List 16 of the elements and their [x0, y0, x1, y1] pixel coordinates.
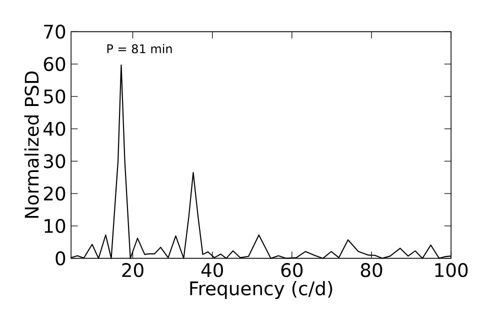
y-tick-label: 0: [56, 251, 66, 266]
x-tick-label: 20: [122, 263, 144, 278]
y-tick-label: 30: [44, 154, 66, 168]
y-tick-label: 10: [44, 218, 66, 234]
x-tick-label: 40: [201, 263, 223, 278]
y-tick-label: 70: [44, 24, 66, 39]
y-tick-label: 60: [44, 56, 66, 72]
y-tick-label: 50: [44, 89, 66, 104]
y-axis-title: Normalized PSD: [24, 71, 39, 218]
y-tick-label: 40: [44, 122, 66, 136]
y-tick-label: 20: [44, 186, 66, 201]
x-tick-label: 60: [281, 263, 303, 278]
annotation: P = 81 min: [107, 44, 172, 54]
x-tick-label: 80: [360, 263, 382, 278]
x-axis-title: Frequency (c/d): [190, 280, 332, 300]
x-tick-label: 100: [435, 263, 468, 278]
